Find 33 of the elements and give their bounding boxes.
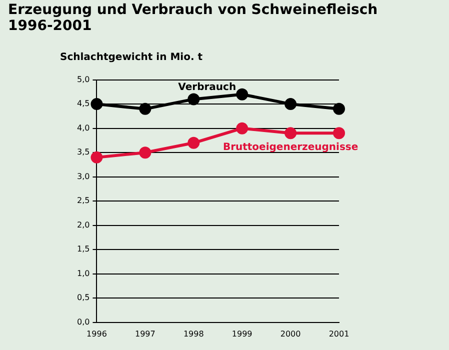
y-tick-label: 3,5 — [76, 148, 90, 157]
y-tick-label: 1,0 — [76, 268, 90, 278]
y-tick-label: 0,0 — [76, 317, 90, 326]
point — [139, 102, 152, 115]
x-tick-label: 1996 — [86, 329, 107, 338]
series-label: Bruttoeigenerzeugnisse — [222, 142, 358, 153]
point — [188, 93, 200, 106]
y-tick-label: 5,0 — [76, 74, 90, 84]
chart-title: Erzeugung und Verbrauch von Schweinefleisch 1996-2001 — [8, 2, 378, 34]
y-tick-label: 1,5 — [76, 244, 90, 254]
y-tick-label: 4,5 — [76, 99, 90, 108]
x-tick-label: 1997 — [135, 329, 156, 338]
point — [333, 102, 345, 115]
x-tick-label: 1998 — [183, 329, 204, 338]
point — [188, 136, 200, 149]
point — [284, 98, 297, 110]
y-tick-label: 2,5 — [76, 196, 90, 206]
y-tick-label: 2,0 — [76, 220, 90, 230]
point — [90, 151, 103, 164]
point — [284, 127, 297, 140]
point — [236, 88, 248, 100]
point — [236, 122, 248, 134]
x-tick-label: 1999 — [232, 329, 252, 338]
y-tick-label: 0,5 — [76, 293, 90, 302]
point — [333, 127, 345, 140]
series-label: Verbrauch — [178, 82, 236, 93]
y-tick-label: 4,0 — [76, 123, 90, 132]
point — [90, 98, 103, 110]
x-tick-label: 2001 — [328, 329, 350, 338]
y-axis-title: Schlachtgewicht in Mio. t — [60, 52, 203, 63]
y-tick-label: 3,0 — [76, 172, 90, 181]
x-tick-label: 2000 — [280, 329, 301, 338]
point — [139, 146, 152, 159]
